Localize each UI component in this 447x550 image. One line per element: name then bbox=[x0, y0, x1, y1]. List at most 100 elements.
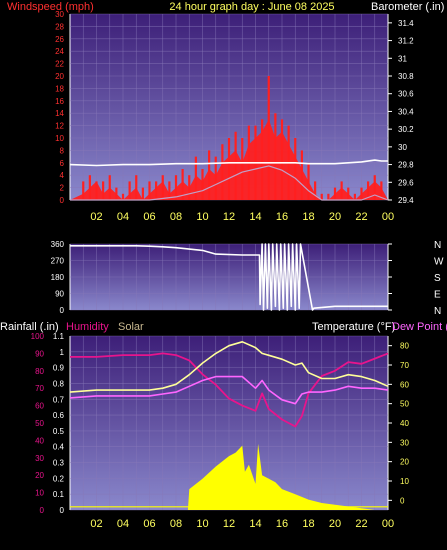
barometer-y-tick: 30.4 bbox=[398, 107, 414, 116]
barometer-y-tick: 30.6 bbox=[398, 90, 414, 99]
solar-area bbox=[70, 443, 388, 510]
humidity-y-tick: 80 bbox=[35, 367, 44, 376]
humidity-line bbox=[70, 352, 389, 428]
temperature-y-tick: 50 bbox=[400, 400, 409, 409]
rainfall-y-tick: 0.3 bbox=[53, 459, 65, 468]
temp-panel-x-tick: 22 bbox=[355, 518, 367, 530]
humidity-y-tick: 20 bbox=[35, 471, 44, 480]
temp-panel-x-tick: 16 bbox=[276, 518, 288, 530]
barometer-y-tick: 31 bbox=[398, 54, 407, 63]
direction-y-tick: 270 bbox=[51, 257, 65, 266]
compass-label: E bbox=[434, 290, 441, 301]
rainfall-y-tick: 0.1 bbox=[53, 490, 65, 499]
temperature-y-tick: 20 bbox=[400, 458, 409, 467]
temperature-y-tick: 30 bbox=[400, 438, 409, 447]
rainfall-y-tick: 0.9 bbox=[53, 364, 65, 373]
wind-panel-x-tick: 00 bbox=[382, 211, 394, 223]
direction-y-tick: 360 bbox=[51, 240, 65, 249]
temp-panel-x-tick: 04 bbox=[117, 518, 129, 530]
rainfall-y-tick: 0.4 bbox=[53, 443, 65, 452]
wind-panel-x-tick: 14 bbox=[249, 211, 261, 223]
humidity-y-tick: 50 bbox=[35, 419, 44, 428]
legend-humidity: Humidity bbox=[66, 321, 109, 333]
temp-panel-x-tick: 00 bbox=[382, 518, 394, 530]
temp-panel-x-tick: 08 bbox=[170, 518, 182, 530]
windspeed-y-tick: 10 bbox=[55, 134, 64, 143]
legend-solar: Solar bbox=[118, 321, 144, 333]
temp-panel-x-tick: 02 bbox=[90, 518, 102, 530]
wind-panel-x-tick: 04 bbox=[117, 211, 129, 223]
humidity-y-tick: 40 bbox=[35, 436, 44, 445]
windspeed-y-tick: 6 bbox=[60, 159, 65, 168]
windspeed-y-tick: 2 bbox=[60, 184, 65, 193]
temp-panel-x-tick: 12 bbox=[223, 518, 235, 530]
wind-panel-x-tick: 02 bbox=[90, 211, 102, 223]
barometer-axis-title: Barometer (.in) bbox=[371, 1, 444, 13]
temperature-y-tick: 0 bbox=[400, 496, 405, 505]
windspeed-y-tick: 26 bbox=[55, 35, 64, 44]
barometer-y-tick: 29.6 bbox=[398, 178, 414, 187]
barometer-y-tick: 31.4 bbox=[398, 19, 414, 28]
wind-panel-x-tick: 08 bbox=[170, 211, 182, 223]
barometer-y-tick: 30 bbox=[398, 143, 407, 152]
wind-barometer-panel: 02468101214161820222426283029.429.629.83… bbox=[55, 10, 414, 223]
temperature-y-tick: 70 bbox=[400, 361, 409, 370]
barometer-y-tick: 30.2 bbox=[398, 125, 414, 134]
temp-panel-x-tick: 14 bbox=[249, 518, 261, 530]
rainfall-y-tick: 0.7 bbox=[53, 395, 65, 404]
rainfall-y-tick: 0.2 bbox=[53, 474, 65, 483]
windspeed-area bbox=[70, 119, 388, 200]
windspeed-y-tick: 22 bbox=[55, 60, 64, 69]
humidity-y-tick: 90 bbox=[35, 349, 44, 358]
temp-panel-x-tick: 20 bbox=[329, 518, 341, 530]
wind-panel-x-tick: 18 bbox=[302, 211, 314, 223]
windspeed-y-tick: 16 bbox=[55, 97, 64, 106]
wind-panel-x-tick: 10 bbox=[196, 211, 208, 223]
compass-label: N bbox=[434, 306, 441, 317]
legend-dewpoint: Dew Point (°F) bbox=[392, 321, 447, 333]
humidity-y-tick: 70 bbox=[35, 384, 44, 393]
wind-panel-x-tick: 12 bbox=[223, 211, 235, 223]
rainfall-y-tick: 1 bbox=[60, 348, 65, 357]
chart-title: 24 hour graph day : June 08 2025 bbox=[169, 1, 334, 13]
temperature-humidity-solar-panel: 010203040506070809010000.10.20.30.40.50.… bbox=[31, 332, 410, 530]
wind-panel-x-tick: 16 bbox=[276, 211, 288, 223]
legend-rainfall: Rainfall (.in) bbox=[0, 321, 59, 333]
wind-panel-x-tick: 20 bbox=[329, 211, 341, 223]
gust-average-line bbox=[70, 165, 389, 201]
compass-label: S bbox=[434, 273, 441, 284]
temp-panel-x-tick: 10 bbox=[196, 518, 208, 530]
wind-panel-x-tick: 06 bbox=[143, 211, 155, 223]
windspeed-y-tick: 18 bbox=[55, 84, 64, 93]
barometer-y-tick: 30.8 bbox=[398, 72, 414, 81]
humidity-y-tick: 100 bbox=[31, 332, 45, 341]
windspeed-y-tick: 12 bbox=[55, 122, 64, 131]
temperature-y-tick: 40 bbox=[400, 419, 409, 428]
dewpoint-line bbox=[69, 375, 389, 405]
barometer-y-tick: 29.4 bbox=[398, 196, 414, 205]
windspeed-axis-title: Windspeed (mph) bbox=[7, 1, 94, 13]
temp-panel-x-tick: 06 bbox=[143, 518, 155, 530]
windspeed-y-tick: 14 bbox=[55, 109, 64, 118]
barometer-line bbox=[69, 159, 388, 167]
wind-direction-line bbox=[70, 243, 388, 311]
windspeed-y-tick: 4 bbox=[60, 171, 65, 180]
legend-temperature: Temperature (°F) bbox=[312, 321, 395, 333]
humidity-y-tick: 0 bbox=[40, 506, 45, 515]
windspeed-y-tick: 30 bbox=[55, 10, 64, 19]
wind-panel-x-tick: 22 bbox=[355, 211, 367, 223]
rainfall-y-tick: 0.5 bbox=[53, 427, 65, 436]
barometer-y-tick: 31.2 bbox=[398, 37, 414, 46]
temperature-y-tick: 80 bbox=[400, 342, 409, 351]
temp-panel-x-tick: 18 bbox=[302, 518, 314, 530]
barometer-y-tick: 29.8 bbox=[398, 161, 414, 170]
direction-y-tick: 180 bbox=[51, 273, 65, 282]
rainfall-y-tick: 1.1 bbox=[53, 332, 65, 341]
temperature-line bbox=[69, 340, 389, 393]
windspeed-y-tick: 8 bbox=[60, 146, 65, 155]
direction-y-tick: 90 bbox=[55, 290, 64, 299]
windspeed-y-tick: 20 bbox=[55, 72, 64, 81]
